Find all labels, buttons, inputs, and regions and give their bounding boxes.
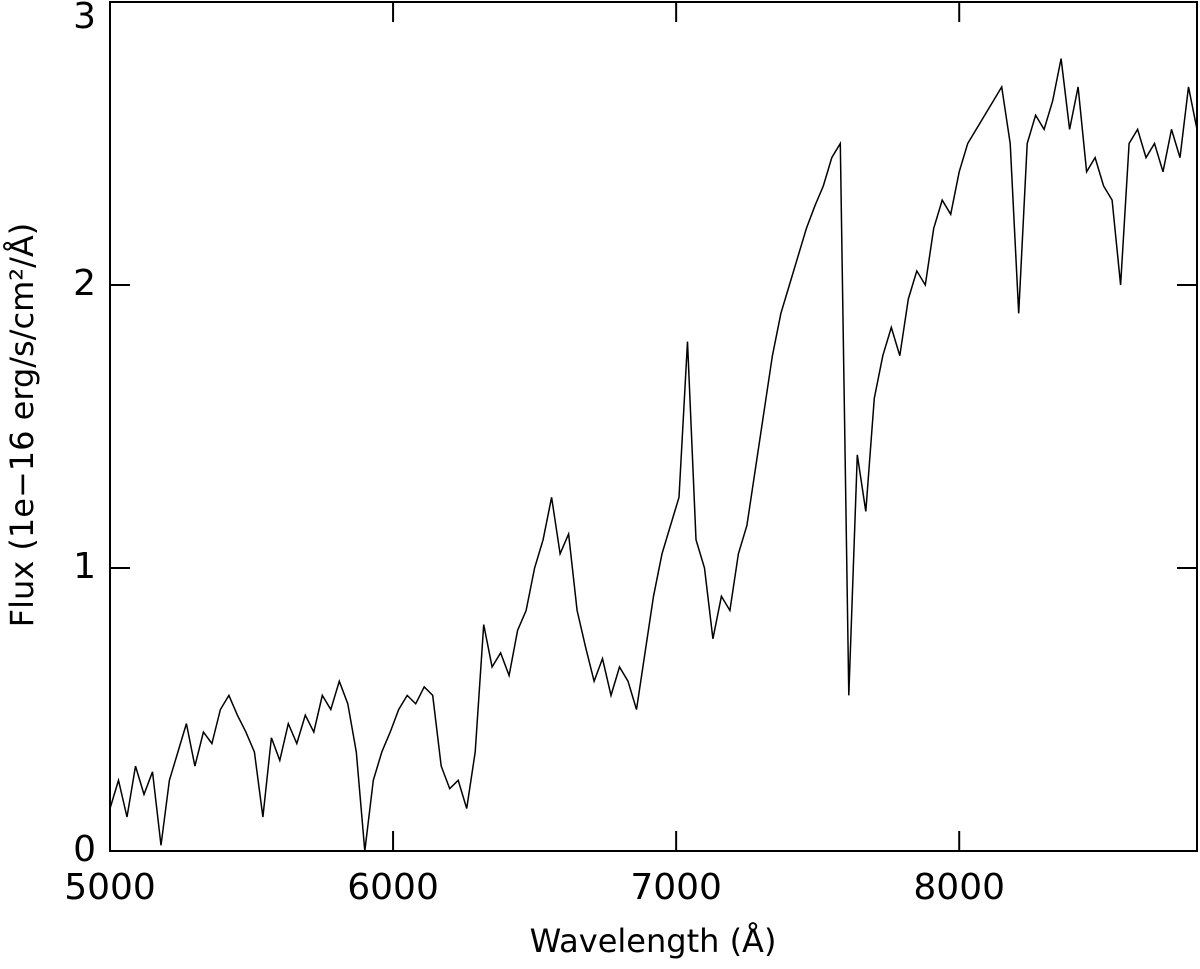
y-tick-label: 3	[73, 0, 96, 37]
y-axis-label: Flux (1e−16 erg/s/cm²/Å)	[3, 223, 41, 628]
x-axis-label: Wavelength (Å)	[530, 922, 777, 960]
y-tick-label: 1	[73, 546, 96, 587]
plot-frame	[109, 1, 1198, 852]
x-tick-label: 7000	[630, 867, 722, 908]
y-tick-label: 0	[73, 829, 96, 870]
spectrum-line	[109, 58, 1198, 852]
y-tick-label: 2	[73, 263, 96, 304]
x-tick-label: 5000	[64, 867, 156, 908]
x-tick-label: 6000	[347, 867, 439, 908]
x-tick-label: 8000	[913, 867, 1005, 908]
